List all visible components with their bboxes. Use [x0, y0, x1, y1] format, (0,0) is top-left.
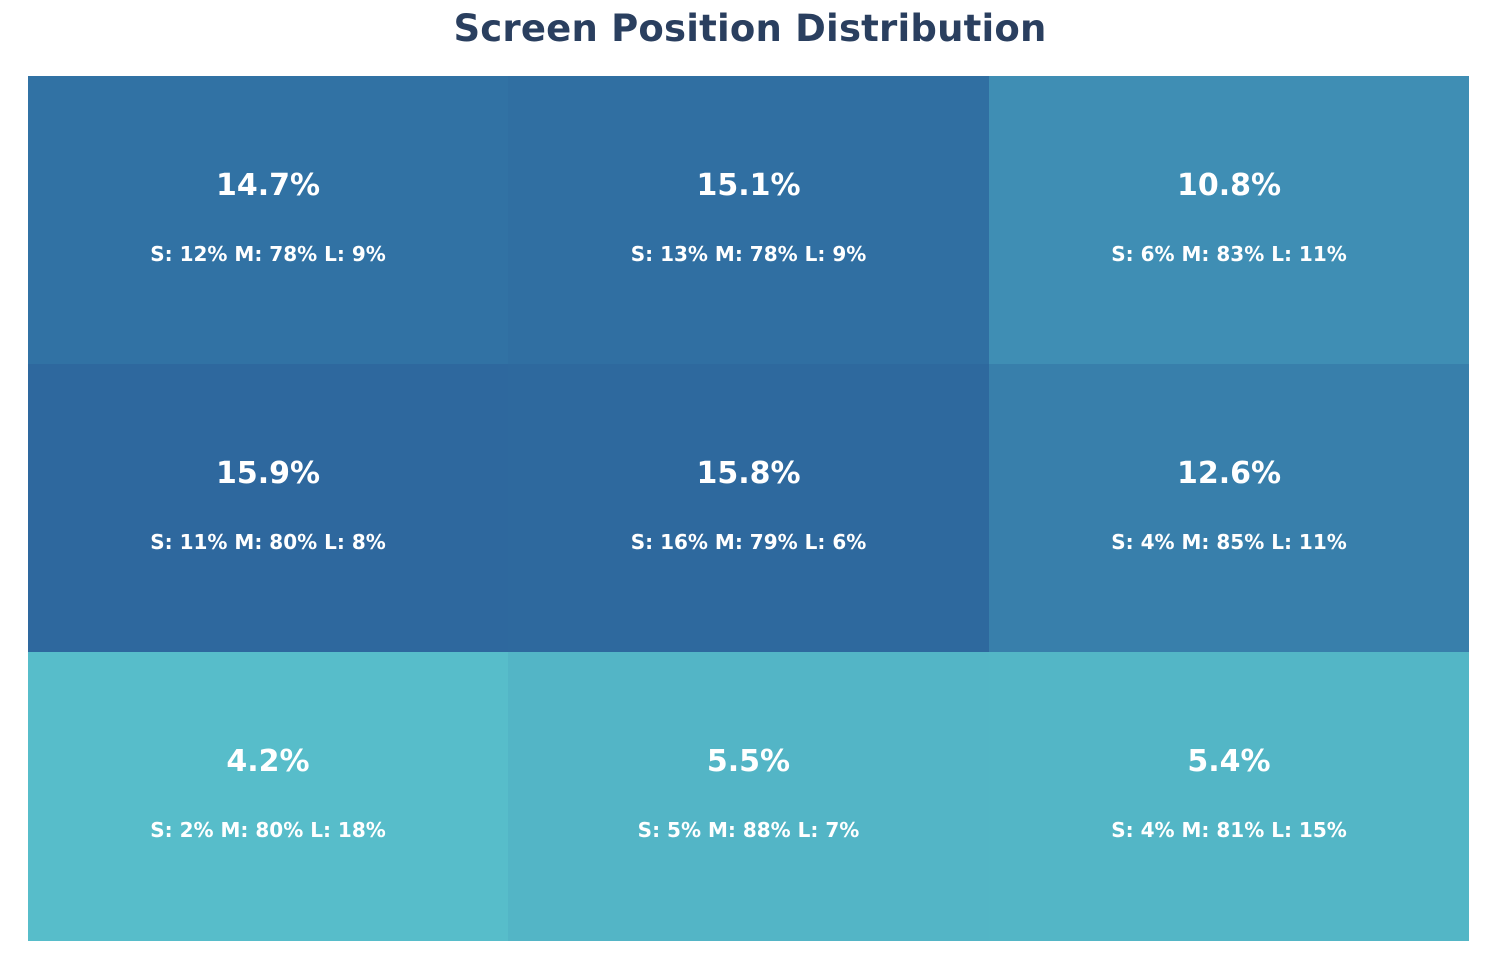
heatmap-cell-middle-right: 12.6% S: 4% M: 85% L: 11%	[989, 364, 1469, 652]
cell-value: 14.7%	[215, 168, 321, 203]
heatmap-cell-middle-left: 15.9% S: 11% M: 80% L: 8%	[28, 364, 508, 652]
heatmap-cell-bottom-left: 4.2% S: 2% M: 80% L: 18%	[28, 652, 508, 941]
cell-value: 12.6%	[1176, 456, 1282, 491]
cell-value: 10.8%	[1176, 168, 1282, 203]
heatmap-cell-top-center: 15.1% S: 13% M: 78% L: 9%	[508, 76, 989, 364]
heatmap-cell-top-right: 10.8% S: 6% M: 83% L: 11%	[989, 76, 1469, 364]
cell-breakdown: S: 6% M: 83% L: 11%	[1111, 242, 1347, 266]
chart-title: Screen Position Distribution	[453, 7, 1047, 50]
heatmap-cell-bottom-center: 5.5% S: 5% M: 88% L: 7%	[508, 652, 989, 941]
cell-breakdown: S: 5% M: 88% L: 7%	[637, 818, 860, 842]
cell-breakdown: S: 12% M: 78% L: 9%	[150, 242, 386, 266]
cell-value: 15.8%	[696, 456, 801, 491]
cell-breakdown: S: 13% M: 78% L: 9%	[630, 242, 867, 266]
cell-value: 5.5%	[706, 744, 791, 779]
cell-value: 4.2%	[226, 744, 310, 779]
heatmap-grid: 14.7% S: 12% M: 78% L: 9% 15.1% S: 13% M…	[28, 76, 1469, 941]
heatmap-cell-bottom-right: 5.4% S: 4% M: 81% L: 15%	[989, 652, 1469, 941]
cell-value: 5.4%	[1187, 744, 1271, 779]
heatmap-cell-middle-center: 15.8% S: 16% M: 79% L: 6%	[508, 364, 989, 652]
cell-value: 15.9%	[215, 456, 321, 491]
cell-breakdown: S: 2% M: 80% L: 18%	[150, 818, 386, 842]
cell-breakdown: S: 4% M: 85% L: 11%	[1111, 530, 1347, 554]
heatmap-cell-top-left: 14.7% S: 12% M: 78% L: 9%	[28, 76, 508, 364]
cell-breakdown: S: 4% M: 81% L: 15%	[1111, 818, 1347, 842]
cell-value: 15.1%	[696, 168, 801, 203]
cell-breakdown: S: 16% M: 79% L: 6%	[630, 530, 867, 554]
cell-breakdown: S: 11% M: 80% L: 8%	[150, 530, 386, 554]
